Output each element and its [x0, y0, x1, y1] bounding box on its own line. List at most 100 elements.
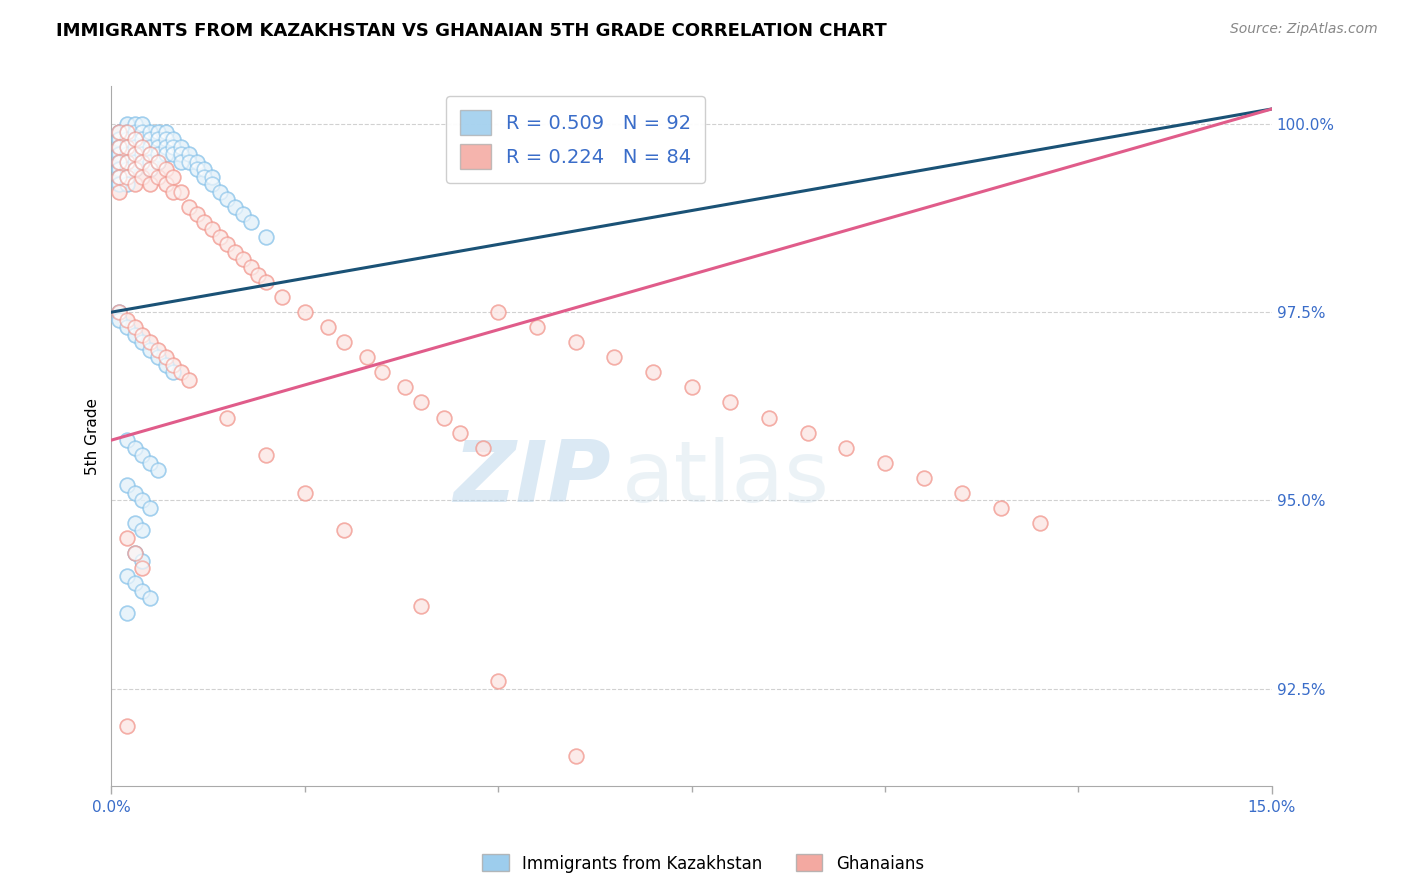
- Text: atlas: atlas: [621, 437, 830, 520]
- Point: [247, 268, 270, 282]
- Point: [224, 244, 246, 259]
- Point: [124, 147, 146, 161]
- Point: [131, 524, 153, 538]
- Point: [177, 200, 200, 214]
- Point: [115, 719, 138, 733]
- Point: [124, 576, 146, 591]
- Point: [371, 365, 394, 379]
- Point: [124, 546, 146, 560]
- Point: [139, 456, 162, 470]
- Point: [332, 524, 354, 538]
- Point: [115, 162, 138, 177]
- Point: [217, 192, 239, 206]
- Point: [170, 139, 193, 153]
- Point: [254, 448, 277, 462]
- Point: [124, 320, 146, 334]
- Point: [155, 124, 177, 138]
- Point: [124, 516, 146, 530]
- Point: [356, 351, 378, 365]
- Point: [294, 485, 316, 500]
- Point: [155, 124, 177, 138]
- Point: [124, 546, 146, 560]
- Point: [115, 139, 138, 153]
- Point: [162, 185, 184, 199]
- Point: [124, 327, 146, 342]
- Point: [146, 351, 169, 365]
- Point: [146, 124, 169, 138]
- Point: [146, 154, 169, 169]
- Point: [239, 260, 262, 274]
- Point: [193, 162, 215, 177]
- Point: [146, 132, 169, 146]
- Point: [177, 154, 200, 169]
- Point: [131, 583, 153, 598]
- Point: [124, 162, 146, 177]
- Point: [108, 185, 131, 199]
- Point: [170, 147, 193, 161]
- Point: [146, 343, 169, 357]
- Point: [146, 154, 169, 169]
- Point: [1029, 516, 1052, 530]
- Point: [115, 606, 138, 620]
- Point: [155, 147, 177, 161]
- Point: [177, 154, 200, 169]
- Point: [131, 335, 153, 350]
- Point: [115, 606, 138, 620]
- Point: [139, 132, 162, 146]
- Point: [162, 132, 184, 146]
- Point: [131, 154, 153, 169]
- Point: [139, 335, 162, 350]
- Legend: Immigrants from Kazakhstan, Ghanaians: Immigrants from Kazakhstan, Ghanaians: [475, 847, 931, 880]
- Point: [232, 207, 254, 221]
- Point: [108, 178, 131, 192]
- Point: [409, 395, 432, 409]
- Point: [115, 178, 138, 192]
- Point: [124, 154, 146, 169]
- Point: [217, 192, 239, 206]
- Point: [131, 448, 153, 462]
- Point: [139, 162, 162, 177]
- Point: [193, 215, 215, 229]
- Point: [409, 599, 432, 613]
- Point: [139, 162, 162, 177]
- Point: [332, 335, 354, 350]
- Point: [124, 516, 146, 530]
- Point: [1029, 516, 1052, 530]
- Point: [115, 169, 138, 184]
- Point: [108, 154, 131, 169]
- Point: [139, 154, 162, 169]
- Point: [131, 335, 153, 350]
- Point: [115, 154, 138, 169]
- Point: [108, 139, 131, 153]
- Point: [124, 117, 146, 131]
- Point: [108, 139, 131, 153]
- Point: [115, 178, 138, 192]
- Point: [186, 162, 208, 177]
- Point: [155, 139, 177, 153]
- Point: [108, 305, 131, 319]
- Point: [124, 132, 146, 146]
- Point: [186, 207, 208, 221]
- Point: [115, 433, 138, 447]
- Point: [124, 320, 146, 334]
- Point: [486, 305, 509, 319]
- Point: [409, 395, 432, 409]
- Point: [124, 154, 146, 169]
- Point: [433, 410, 456, 425]
- Point: [139, 147, 162, 161]
- Point: [247, 268, 270, 282]
- Point: [131, 132, 153, 146]
- Point: [139, 147, 162, 161]
- Legend: R = 0.509   N = 92, R = 0.224   N = 84: R = 0.509 N = 92, R = 0.224 N = 84: [446, 96, 706, 183]
- Point: [146, 351, 169, 365]
- Point: [254, 275, 277, 289]
- Point: [124, 162, 146, 177]
- Point: [115, 154, 138, 169]
- Point: [990, 500, 1012, 515]
- Point: [131, 524, 153, 538]
- Point: [115, 117, 138, 131]
- Point: [155, 358, 177, 372]
- Point: [201, 222, 224, 236]
- Point: [108, 305, 131, 319]
- Point: [162, 147, 184, 161]
